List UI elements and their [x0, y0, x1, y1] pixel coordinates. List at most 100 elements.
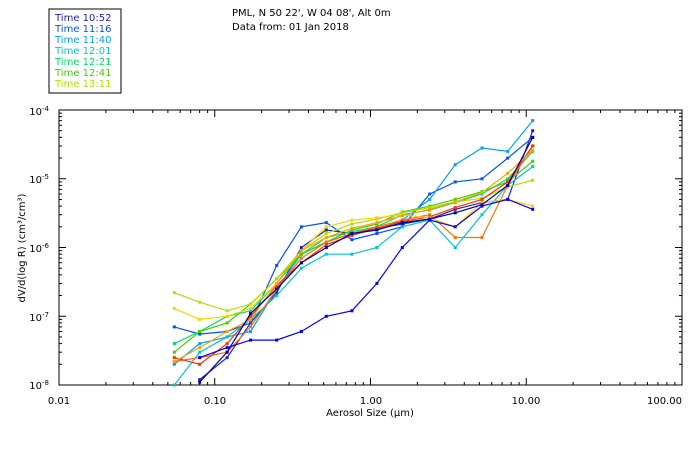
data-point [299, 256, 303, 260]
data-point [531, 148, 535, 152]
data-point [172, 350, 176, 354]
data-point [299, 252, 303, 256]
series-line [174, 149, 534, 363]
data-point [506, 177, 510, 181]
data-point [531, 165, 535, 169]
data-point [453, 207, 457, 211]
data-point [400, 214, 404, 218]
data-point [350, 218, 354, 222]
series-11 [172, 148, 535, 363]
data-point [249, 317, 253, 321]
data-point [375, 228, 379, 232]
data-point [400, 246, 404, 249]
data-point [249, 311, 253, 315]
data-point [299, 249, 303, 253]
data-point [350, 230, 354, 234]
data-point [531, 207, 535, 211]
series-line [174, 136, 534, 335]
data-point [375, 232, 379, 235]
legend-box [48, 8, 122, 94]
data-point [453, 211, 457, 215]
data-point [198, 380, 202, 384]
legend-entry: Time 10:52 [54, 13, 111, 24]
data-point [324, 232, 328, 235]
y-tick-label: 10-6 [29, 242, 49, 255]
data-point [453, 206, 457, 210]
data-point [198, 356, 202, 360]
data-point [198, 346, 202, 350]
data-point [506, 156, 510, 160]
svg-text:10-6: 10-6 [29, 242, 49, 255]
x-tick-label: 10.00 [512, 396, 541, 407]
data-point [453, 225, 457, 229]
x-tick-label: 1.00 [360, 396, 382, 407]
data-point [428, 213, 432, 217]
legend-entry: Time 13:11 [54, 79, 111, 90]
data-point [324, 228, 328, 232]
data-point [375, 221, 379, 225]
x-axis-label: Aerosol Size (μm) [326, 408, 414, 419]
x-tick-label: 0.10 [204, 396, 226, 407]
data-point [350, 228, 354, 232]
legend-entry: Time 12:01 [54, 46, 111, 57]
data-point [375, 281, 379, 285]
data-point [299, 225, 303, 229]
legend-entry: Time 11:16 [54, 24, 111, 35]
data-point [453, 180, 457, 184]
series-line [174, 150, 534, 345]
series-2 [172, 135, 535, 336]
svg-text:10-4: 10-4 [29, 105, 49, 118]
data-point [480, 236, 484, 239]
data-point [324, 236, 328, 239]
data-point [324, 243, 328, 247]
svg-text:10-8: 10-8 [29, 379, 49, 392]
data-point [225, 350, 229, 354]
data-point [428, 207, 432, 211]
data-point [350, 309, 354, 313]
data-point [324, 240, 328, 244]
data-point [225, 346, 229, 350]
series-line [199, 198, 533, 359]
data-point [299, 330, 303, 333]
data-point [480, 201, 484, 205]
data-point [172, 291, 176, 295]
data-point [531, 204, 535, 208]
data-point [225, 335, 229, 339]
data-point [198, 300, 202, 304]
data-point [249, 330, 253, 333]
data-point [453, 163, 457, 167]
data-point [172, 325, 176, 329]
data-point [350, 238, 354, 242]
data-point [249, 321, 253, 325]
data-point [400, 225, 404, 229]
data-point [400, 211, 404, 215]
series-13 [198, 197, 535, 360]
data-point [531, 159, 535, 163]
data-point [506, 149, 510, 153]
data-point [198, 317, 202, 321]
data-point [324, 221, 328, 225]
y-tick-label: 10-4 [29, 105, 49, 118]
data-point [275, 277, 279, 281]
data-point [400, 221, 404, 225]
data-point [375, 216, 379, 220]
data-point [506, 171, 510, 175]
data-point [480, 197, 484, 201]
data-point [275, 338, 279, 342]
data-point [225, 342, 229, 346]
data-point [249, 309, 253, 313]
data-point [350, 232, 354, 235]
axis-ticks [58, 110, 682, 386]
data-point [275, 287, 279, 291]
data-point [375, 246, 379, 249]
plot-frame [58, 109, 683, 386]
data-point [375, 226, 379, 230]
data-point [275, 284, 279, 287]
data-point [225, 356, 229, 360]
data-point [324, 246, 328, 249]
chart-header-date: Data from: 01 Jan 2018 [232, 22, 349, 33]
data-point [249, 306, 253, 310]
data-point [299, 261, 303, 265]
y-tick-label: 10-8 [29, 379, 49, 392]
